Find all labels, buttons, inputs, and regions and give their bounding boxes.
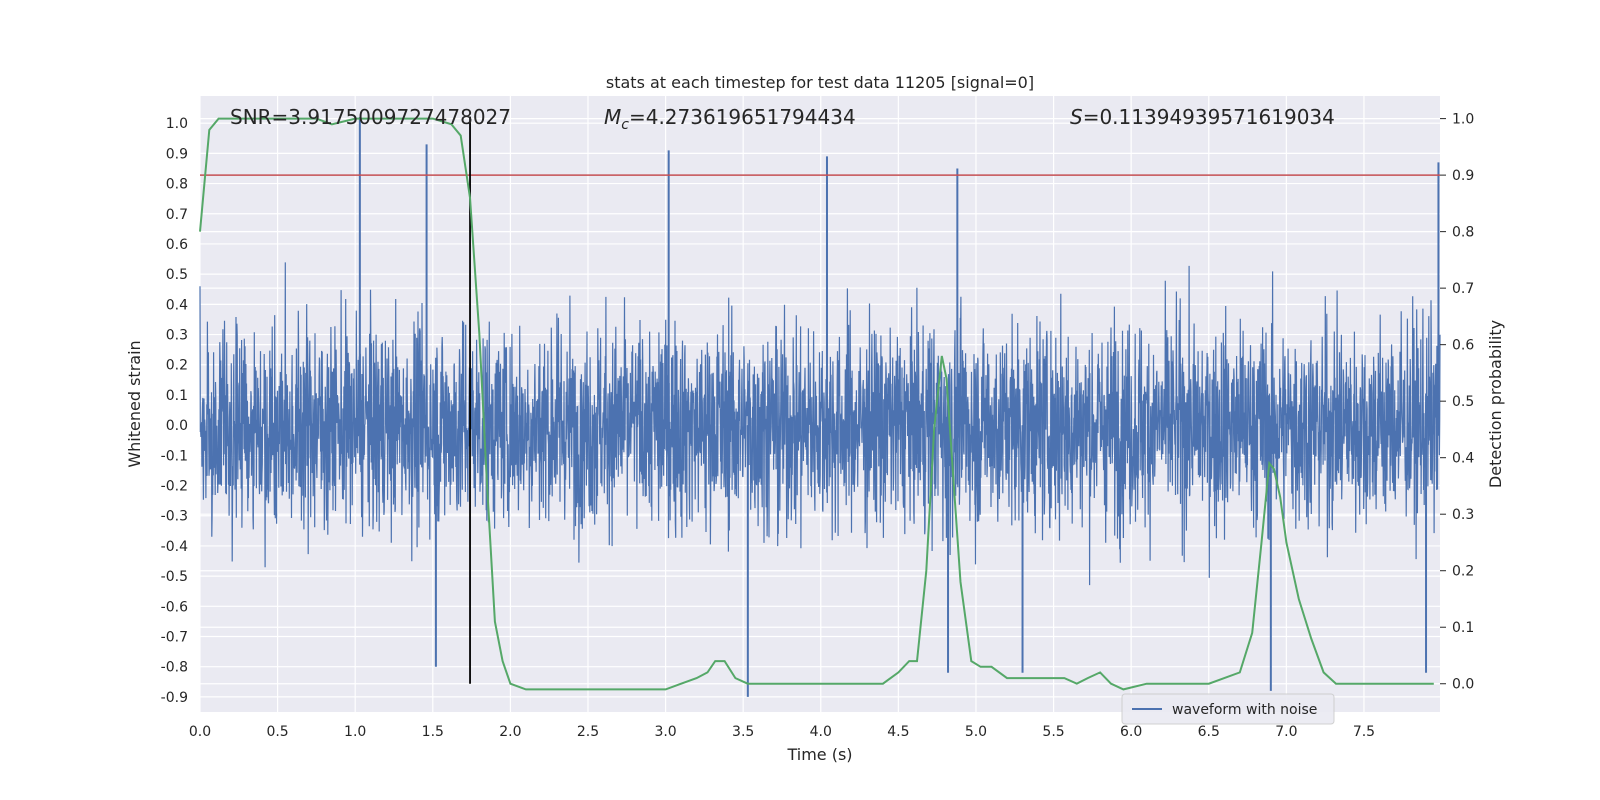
detection-probability-series xyxy=(199,117,1434,691)
mc-symbol: M xyxy=(604,105,621,129)
left-tick-label: 0.8 xyxy=(166,177,188,193)
left-tick-label: 0.1 xyxy=(166,388,188,404)
right-tick-label: 1.0 xyxy=(1452,112,1474,128)
left-tick-label: 0.3 xyxy=(166,328,188,344)
right-tick-label: 0.9 xyxy=(1452,168,1474,184)
x-tick-label: 1.5 xyxy=(422,724,444,740)
x-tick-label: 5.0 xyxy=(965,724,987,740)
left-tick-label: 0.9 xyxy=(166,146,188,162)
chart-title: stats at each timestep for test data 112… xyxy=(606,73,1034,92)
left-tick-label: 0.4 xyxy=(166,297,188,313)
x-tick-label: 6.5 xyxy=(1198,724,1220,740)
legend: waveform with noise xyxy=(1121,693,1335,725)
right-tick-label: 0.3 xyxy=(1452,507,1474,523)
left-tick-label: -0.4 xyxy=(161,539,188,555)
right-tick-label: 0.4 xyxy=(1452,451,1474,467)
left-tick-label: -0.3 xyxy=(161,509,188,525)
left-tick-label: 0.7 xyxy=(166,207,188,223)
mc-value: =4.273619651794434 xyxy=(629,105,856,129)
right-tick-label: 0.2 xyxy=(1452,564,1474,580)
x-tick-label: 5.5 xyxy=(1042,724,1064,740)
left-tick-label: -0.2 xyxy=(161,479,188,495)
left-tick-label: -0.8 xyxy=(161,660,188,676)
left-tick-label: 1.0 xyxy=(166,116,188,132)
right-tick-label: 0.7 xyxy=(1452,281,1474,297)
x-axis-label: Time (s) xyxy=(786,745,852,764)
legend-box xyxy=(1121,693,1335,725)
x-tick-label: 7.0 xyxy=(1275,724,1297,740)
left-tick-label: -0.5 xyxy=(161,569,188,585)
x-tick-label: 7.5 xyxy=(1353,724,1375,740)
x-tick-label: 2.5 xyxy=(577,724,599,740)
right-tick-label: 0.0 xyxy=(1452,677,1474,693)
left-tick-label: -0.9 xyxy=(161,690,188,706)
x-tick-label: 4.5 xyxy=(887,724,909,740)
s-value: =0.11394939571619034 xyxy=(1083,105,1335,129)
waveform-path xyxy=(199,262,1441,586)
left-tick-label: 0.5 xyxy=(166,267,188,283)
waveform-series xyxy=(199,117,1441,697)
x-tick-label: 0.5 xyxy=(266,724,288,740)
right-tick-label: 0.8 xyxy=(1452,225,1474,241)
x-tick-label: 3.5 xyxy=(732,724,754,740)
right-tick-label: 0.6 xyxy=(1452,338,1474,354)
right-axis-label: Detection probability xyxy=(1486,320,1505,488)
left-tick-label: 0.6 xyxy=(166,237,188,253)
legend-label: waveform with noise xyxy=(1172,702,1317,718)
x-tick-label: 2.0 xyxy=(499,724,521,740)
s-annotation: S=0.11394939571619034 xyxy=(1070,105,1335,129)
left-tick-labels: 1.0 0.9 0.8 0.7 0.6 0.5 0.4 0.3 0.2 0.1 0.0 -0.1 -0.… xyxy=(161,116,188,706)
detection-probability-path xyxy=(199,117,1434,691)
x-tick-label: 1.0 xyxy=(344,724,366,740)
x-tick-labels: 0.0 0.5 1.0 1.5 2.0 2.5 3.0 3.5 4.0 4.5 5.0 5.5 6.0 6… xyxy=(189,724,1375,740)
x-tick-label: 0.0 xyxy=(189,724,211,740)
right-tick-label: 0.5 xyxy=(1452,394,1474,410)
chirp-mass-annotation: Mc=4.273619651794434 xyxy=(604,105,856,133)
s-symbol: S xyxy=(1070,105,1083,129)
left-tick-label: -0.7 xyxy=(161,630,188,646)
mc-subscript: c xyxy=(621,117,629,133)
left-tick-label: -0.1 xyxy=(161,448,188,464)
left-tick-label: -0.6 xyxy=(161,599,188,615)
left-axis-label: Whitened strain xyxy=(125,340,144,467)
x-tick-label: 4.0 xyxy=(810,724,832,740)
x-tick-label: 6.0 xyxy=(1120,724,1142,740)
right-tick-label: 0.1 xyxy=(1452,620,1474,636)
snr-annotation: SNR=3.9175009727478027 xyxy=(230,105,511,129)
left-tick-label: 0.2 xyxy=(166,358,188,374)
left-tick-label: 0.0 xyxy=(166,418,188,434)
right-tick-labels: 1.0 0.9 0.8 0.7 0.6 0.5 0.4 0.3 0.2 0.1 0.0 xyxy=(1440,112,1474,693)
x-tick-label: 3.0 xyxy=(654,724,676,740)
